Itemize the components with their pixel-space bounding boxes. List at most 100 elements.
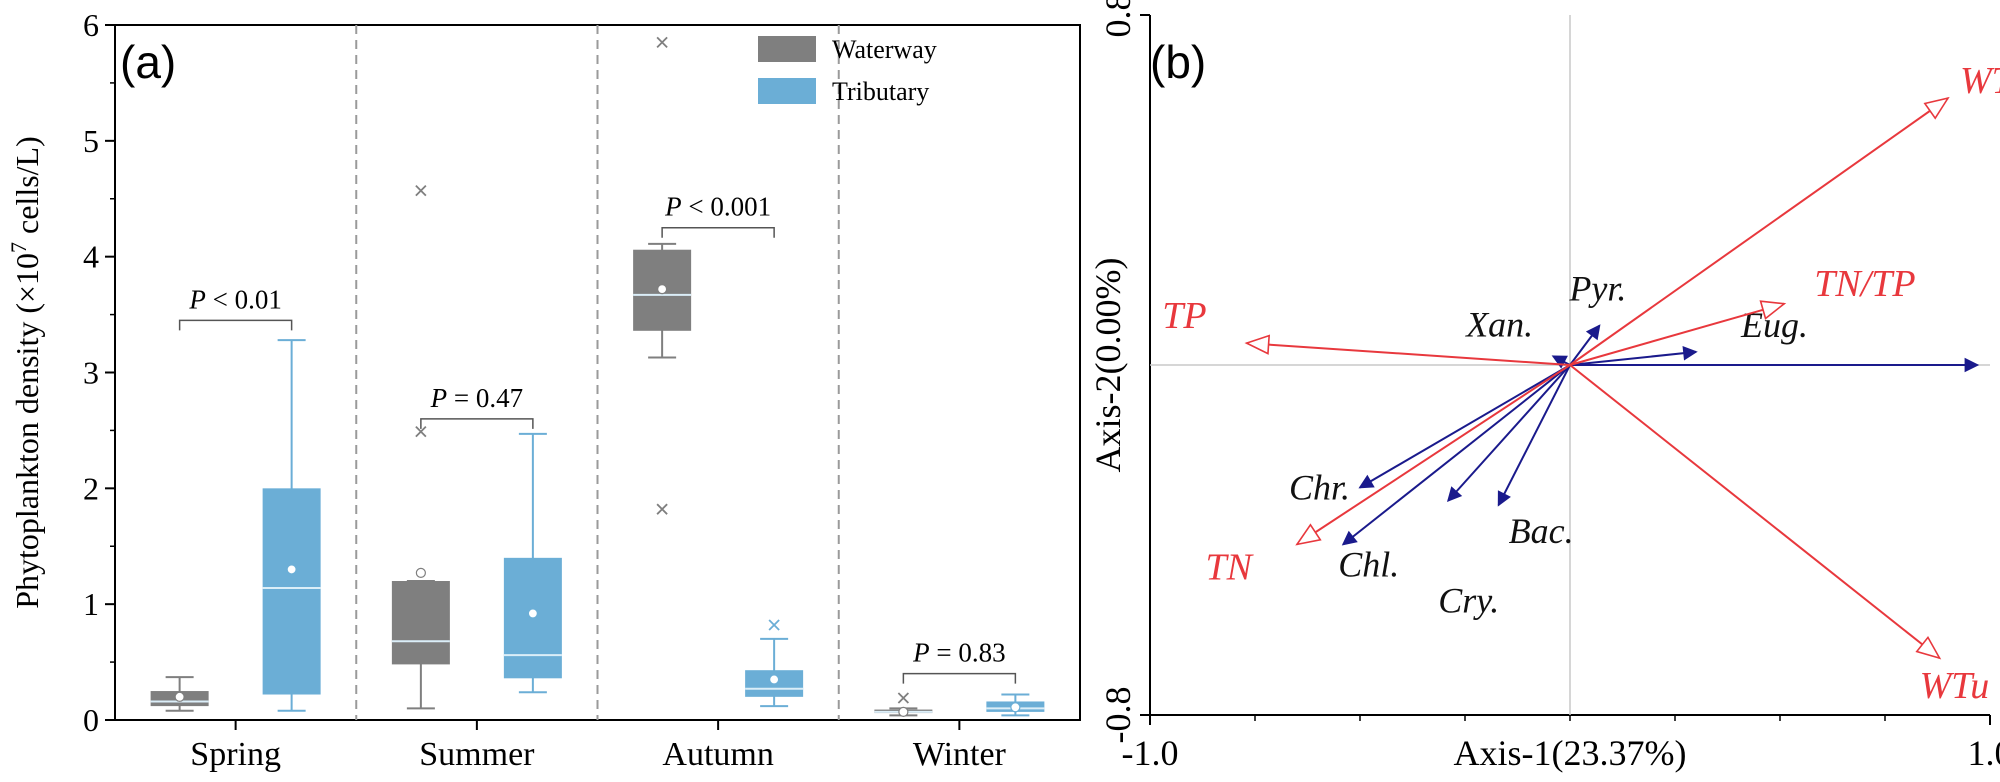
mean-marker	[174, 691, 185, 702]
species-arrow-head	[1551, 355, 1568, 369]
p-value-label: P = 0.47	[430, 383, 523, 413]
panel-label: (b)	[1150, 36, 1206, 88]
env-arrow-line	[1569, 97, 1949, 366]
species-label: Pyr.	[1568, 269, 1626, 309]
env-arrow-line	[1569, 364, 1941, 659]
panel-b: -1.0 1.0 0.8 -0.8 Axis-1(23.37%) Axis-2(0.00%…	[1088, 0, 2000, 773]
species-vector-pyr: Pyr.	[1568, 269, 1626, 366]
y-tick-label: 5	[83, 123, 99, 159]
significance-spring: P < 0.01	[178, 284, 293, 331]
mean-marker	[657, 284, 668, 295]
env-vector-tn-tp: TN/TP	[1569, 263, 1916, 366]
x-tick-label: Summer	[419, 736, 535, 773]
box-tributary-spring	[262, 339, 321, 712]
mean-marker	[769, 674, 780, 685]
outlier-marker	[656, 36, 668, 49]
env-arrow-head	[1759, 300, 1787, 320]
species-vector-bac: Bac.	[1497, 364, 1574, 551]
box	[262, 488, 321, 695]
p-symbol: P	[912, 638, 930, 668]
env-arrow-line	[1296, 364, 1571, 546]
panel-label: (a)	[120, 36, 176, 88]
y-tick-label: 3	[83, 355, 99, 391]
env-label: TN	[1206, 546, 1255, 588]
env-vector-tp: TP	[1162, 295, 1571, 366]
outlier-marker	[415, 185, 427, 197]
p-symbol: P	[188, 284, 206, 314]
species-arrow-head	[1964, 357, 1980, 373]
env-arrow-line	[1246, 342, 1571, 366]
y-axis-label-text: cells/L)	[9, 136, 45, 242]
env-vector-tn: TN	[1206, 364, 1571, 588]
legend-swatch	[758, 36, 816, 62]
outlier-marker	[897, 692, 910, 704]
y-tick-label: 1	[83, 586, 99, 622]
env-label: TN/TP	[1814, 263, 1915, 305]
mean-marker	[898, 706, 909, 717]
species-vector-cya: Cya.	[1570, 357, 1980, 373]
significance-bracket	[420, 418, 534, 429]
y-axis-label: Phytoplankton density (×107 cells/L)	[6, 136, 46, 609]
species-label: Cry.	[1438, 581, 1499, 621]
box	[391, 581, 450, 665]
y-tick-label: 6	[83, 7, 99, 43]
species-arrow-line	[1569, 350, 1697, 366]
env-arrow-head	[1915, 635, 1942, 660]
significance-winter: P = 0.83	[902, 638, 1017, 684]
env-arrow-head	[1244, 334, 1271, 355]
p-symbol: P	[430, 383, 448, 413]
y-tick-label: 2	[83, 470, 99, 506]
box-tributary-summer	[503, 432, 562, 694]
species-arrow-head	[1358, 474, 1375, 489]
y-axis-label-sup: 7	[6, 242, 31, 253]
y-axis-label-text: Phytoplankton density (×10	[9, 253, 45, 609]
species-arrow-head	[1447, 486, 1463, 502]
env-vector-wtu: WTu	[1569, 364, 1990, 707]
species-label: Xan.	[1464, 304, 1533, 344]
y-axis-label: Axis-2(0.00%)	[1088, 258, 1128, 473]
species-arrow-head	[1341, 530, 1358, 546]
species-arrow-head	[1682, 345, 1698, 361]
x-tick-label: -1.0	[1122, 733, 1179, 773]
p-value-label: P < 0.01	[188, 284, 281, 314]
env-arrow-line	[1569, 302, 1785, 366]
significance-bracket	[178, 319, 293, 331]
p-rest: < 0.01	[206, 284, 282, 314]
panel-a: 0 1 2 3 4 5 6 Phytoplankton density (×107 cells…	[6, 7, 1081, 773]
legend: Waterway Tributary	[758, 35, 937, 106]
legend-label: Waterway	[832, 35, 937, 64]
x-tick-label: Spring	[190, 736, 281, 773]
legend-swatch	[758, 78, 816, 104]
env-label: TP	[1162, 295, 1206, 337]
box-tributary-autumn	[745, 619, 804, 708]
outlier-marker	[415, 425, 427, 438]
significance-bracket	[661, 226, 775, 238]
env-label: WTu	[1920, 665, 1990, 707]
species-label: Bac.	[1509, 511, 1574, 551]
env-vector-wte: WTe	[1569, 60, 2000, 366]
species-arrow-line	[1497, 364, 1571, 506]
x-tick-label: Winter	[913, 736, 1007, 773]
p-rest: = 0.47	[447, 383, 523, 413]
outlier-marker	[768, 619, 780, 631]
species-vector-cry: Cry.	[1438, 364, 1571, 621]
species-label: Chr.	[1289, 468, 1350, 508]
species-arrow-line	[1359, 364, 1571, 489]
env-arrow-head	[1295, 523, 1322, 546]
y-tick-label: 4	[83, 239, 99, 275]
species-vector-xan: Xan.	[1464, 304, 1571, 369]
mean-marker	[415, 567, 426, 578]
box-waterway-spring	[150, 676, 209, 712]
box-waterway-autumn	[633, 36, 692, 515]
x-tick-label: 1.0	[1968, 733, 2000, 773]
mean-marker	[527, 608, 538, 619]
y-tick-label: 0.8	[1098, 0, 1138, 38]
y-tick-label: 0	[83, 702, 99, 738]
box-waterway-winter	[874, 692, 933, 717]
mean-marker	[1010, 702, 1021, 713]
p-rest: = 0.83	[930, 638, 1006, 668]
legend-label: Tributary	[832, 77, 929, 106]
p-value-label: P = 0.83	[912, 638, 1005, 668]
outlier-marker	[656, 503, 668, 515]
